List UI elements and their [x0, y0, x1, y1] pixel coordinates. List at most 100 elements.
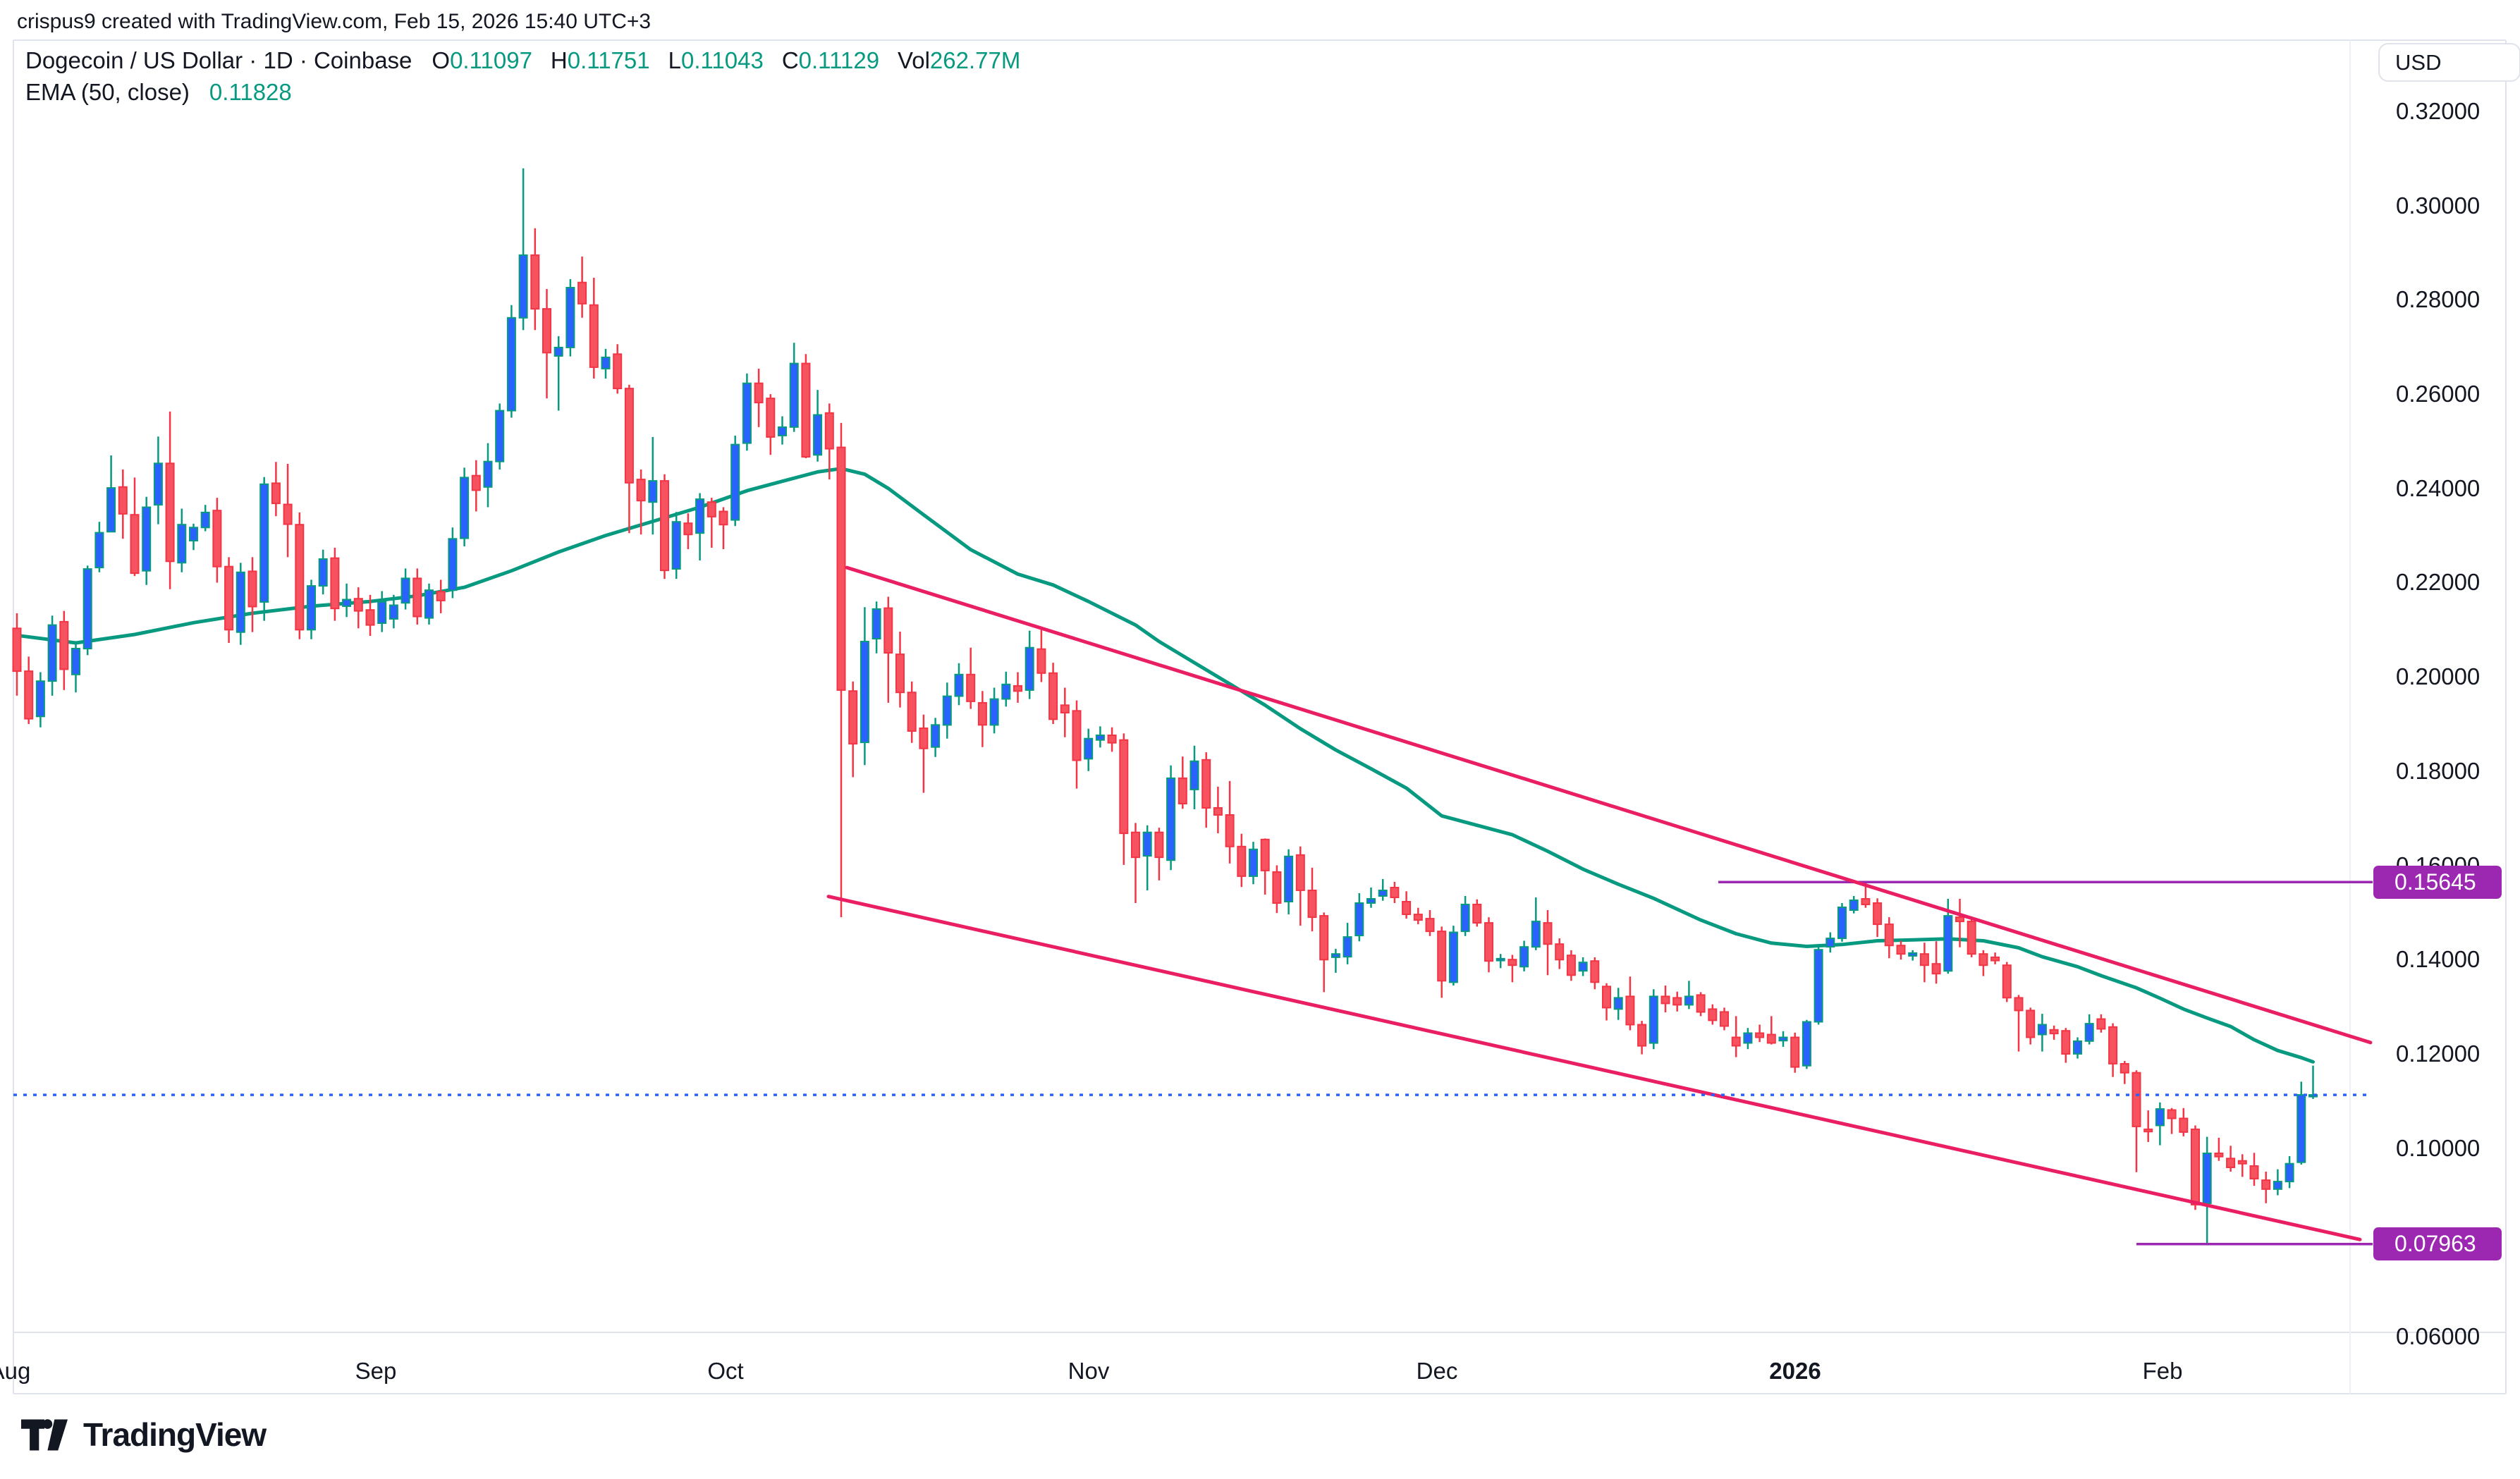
attribution-text: crispus9 created with TradingView.com, F…: [17, 10, 652, 33]
candle-body: [2155, 1108, 2165, 1127]
candle-body: [931, 724, 941, 748]
candle-body: [1095, 735, 1105, 741]
candlestick-series[interactable]: [12, 168, 2318, 1244]
ohlc-value: 0.11043: [680, 47, 764, 73]
candle-body: [1189, 760, 1199, 790]
channel-top-trend-line[interactable]: [845, 565, 2373, 1045]
candle-body: [295, 524, 305, 631]
candle-body: [2284, 1162, 2294, 1183]
candle-body: [483, 460, 493, 488]
candle-body: [1307, 890, 1317, 919]
time-tick-label-nov: Nov: [1068, 1358, 1110, 1384]
candle-body: [2026, 1009, 2036, 1038]
candle-body: [247, 570, 257, 608]
candle-body: [1861, 898, 1871, 905]
candle-body: [1460, 904, 1470, 933]
candle-body: [2261, 1179, 2271, 1190]
candle-body: [1249, 848, 1258, 877]
channel-bottom-trend-line[interactable]: [826, 895, 2362, 1241]
ohlc-value: 0.11129: [798, 47, 880, 73]
candle-body: [2179, 1117, 2189, 1133]
candle-body: [330, 557, 340, 610]
candle-body: [1107, 735, 1117, 744]
candle-body: [530, 254, 540, 310]
candle-body: [613, 353, 623, 390]
candle-body: [271, 482, 281, 505]
candle-body: [553, 346, 563, 357]
candle-body: [200, 511, 210, 529]
candle-body: [1496, 957, 1505, 962]
candle-body: [1413, 914, 1423, 921]
candle-body: [307, 585, 316, 631]
candle-body: [2002, 964, 2012, 999]
candle-body: [1955, 916, 1964, 923]
candle-body: [577, 281, 587, 305]
candle-body: [47, 624, 57, 682]
candle-body: [1578, 962, 1588, 972]
price-tick-label: 0.06000: [2396, 1323, 2481, 1349]
currency-unit-button[interactable]: USD: [2378, 43, 2520, 82]
price-tick-label: 0.26000: [2396, 381, 2481, 407]
candle-body: [919, 728, 929, 749]
candle-body: [1154, 831, 1164, 859]
candle-body: [966, 673, 976, 702]
candle-body: [2014, 997, 2024, 1012]
tradingview-logo-text: TradingView: [83, 1416, 267, 1453]
candle-body: [1637, 1024, 1647, 1047]
candle-body: [1072, 710, 1082, 761]
candle-body: [389, 604, 398, 620]
candle-body: [106, 487, 116, 533]
candle-body: [2167, 1109, 2177, 1119]
candle-body: [589, 304, 599, 368]
ohlc-pair: O0.11097: [432, 47, 532, 73]
candle-body: [189, 527, 198, 541]
ohlc-value: 0.11751: [567, 47, 650, 73]
candle-body: [1437, 931, 1447, 982]
candle-body: [907, 692, 917, 732]
ohlc-pair: H0.11751: [551, 47, 650, 73]
symbol-title[interactable]: Dogecoin / US Dollar · 1D · Coinbase: [25, 47, 412, 73]
price-tick-label: 0.14000: [2396, 946, 2481, 972]
candle-body: [718, 510, 728, 526]
candle-body: [2249, 1165, 2259, 1179]
candle-body: [1660, 995, 1670, 1005]
candle-body: [1484, 922, 1493, 962]
candle-body: [848, 690, 858, 745]
candle-body: [1001, 683, 1011, 700]
candle-body: [2096, 1018, 2106, 1030]
legend-symbol-row[interactable]: Dogecoin / US Dollar · 1D · Coinbase O0.1…: [25, 47, 1039, 75]
candle-body: [1566, 955, 1576, 976]
candle-body: [1873, 902, 1883, 926]
ema-50-line[interactable]: [15, 467, 2315, 1064]
candle-body: [1731, 1036, 1741, 1047]
candle-body: [1590, 960, 1600, 983]
candle-body: [824, 412, 834, 450]
candle-body: [2237, 1160, 2247, 1165]
legend-ema-row[interactable]: EMA (50, close) 0.11828: [25, 78, 1039, 106]
candle-body: [1119, 739, 1129, 835]
candle-body: [1295, 854, 1305, 891]
candle-body: [624, 388, 634, 484]
candle-body: [1354, 902, 1364, 937]
candle-body: [283, 503, 293, 525]
candle-body: [506, 317, 516, 412]
price-tick-label: 0.32000: [2396, 98, 2481, 124]
candle-body: [224, 565, 234, 631]
tradingview-logo[interactable]: TradingView: [21, 1416, 267, 1454]
candle-body: [989, 698, 999, 726]
candle-body: [1931, 963, 1941, 975]
candle-body: [1213, 807, 1223, 816]
candle-body: [1766, 1033, 1776, 1044]
candle-body: [695, 498, 705, 534]
candle-body: [1849, 900, 1859, 911]
candle-body: [1060, 704, 1070, 713]
candle-body: [636, 479, 646, 502]
candle-body: [82, 568, 92, 650]
candle-body: [1649, 995, 1658, 1044]
candle-body: [177, 524, 187, 564]
candle-body: [601, 356, 611, 369]
candle-body: [1802, 1021, 1811, 1067]
candle-body: [1908, 952, 1918, 957]
candle-body: [1531, 921, 1541, 948]
